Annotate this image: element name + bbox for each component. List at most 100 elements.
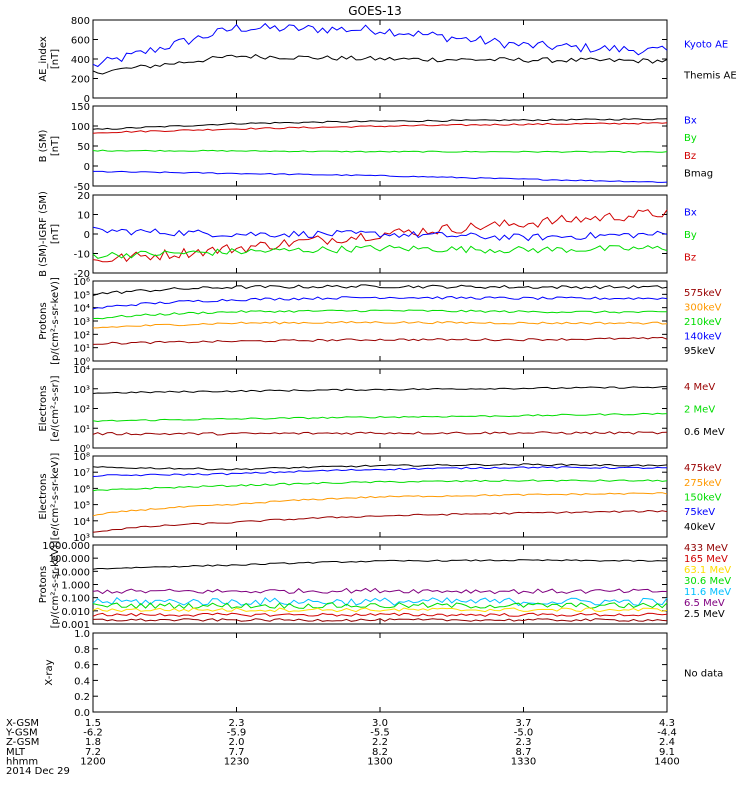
- footer-value: -5.9: [227, 728, 247, 739]
- series-line-63.1-mev: [92, 607, 668, 613]
- y-tick-label: 0: [84, 94, 90, 105]
- legend-entry: 30.6 MeV: [684, 576, 731, 587]
- y-tick-label: 10¹: [73, 344, 90, 355]
- series-line-by: [92, 149, 668, 154]
- y-tick-label: -50: [74, 182, 90, 193]
- footer-value: 2.3: [516, 737, 532, 748]
- y-axis-label: Protons: [38, 566, 49, 603]
- y-axis-label: [p/(cm²-s-sr-keV)]: [50, 541, 61, 629]
- y-axis-label: Electrons: [38, 473, 49, 519]
- legend-entry: Themis AE: [683, 71, 737, 82]
- series-line-0.6-mev: [92, 386, 667, 394]
- y-tick-label: 10²: [73, 330, 90, 341]
- y-tick-label: 0.100: [61, 594, 90, 605]
- y-tick-label: 0.6: [74, 661, 90, 672]
- y-tick-label: 150: [71, 102, 90, 113]
- series-line-95kev: [92, 284, 668, 296]
- y-tick-label: 10³: [73, 533, 90, 544]
- legend-entry: 11.6 MeV: [684, 587, 731, 598]
- panel-frame-protons1: [92, 280, 668, 362]
- y-axis-label: [nT]: [50, 136, 61, 156]
- footer-value: 1200: [80, 756, 105, 767]
- footer-value: 1230: [224, 756, 249, 767]
- footer-value: 2.3: [229, 718, 245, 729]
- series-line-bz: [92, 122, 668, 134]
- footer-value: 2.0: [229, 737, 245, 748]
- legend-entry: 433 MeV: [684, 543, 728, 554]
- series-line-300kev: [93, 320, 668, 329]
- series-line-433-mev: [92, 618, 668, 622]
- legend-entry: By: [684, 133, 697, 144]
- y-axis-label: [nT]: [50, 224, 61, 244]
- chart-title: GOES-13: [348, 4, 402, 18]
- series-line-275kev: [92, 492, 668, 517]
- y-tick-label: 10.000: [55, 567, 90, 578]
- panel-frame-bigrf: [92, 194, 668, 274]
- y-axis-label: X-ray: [44, 659, 55, 685]
- legend-entry: 4 MeV: [684, 382, 715, 393]
- legend-entry: Bx: [684, 115, 697, 126]
- y-tick-label: 10¹: [73, 424, 90, 435]
- y-tick-label: 10³: [73, 317, 90, 328]
- y-tick-label: 0.2: [74, 692, 90, 703]
- footer-value: 8.2: [372, 747, 388, 758]
- footer-date: 2014 Dec 29: [6, 766, 70, 777]
- footer-value: -5.5: [370, 728, 390, 739]
- legend-entry: 575keV: [684, 288, 722, 299]
- legend-entry: 40keV: [684, 522, 715, 533]
- legend-entry: 75keV: [684, 507, 715, 518]
- y-axis-label: AE_index: [38, 36, 49, 82]
- y-tick-label: 10⁶: [73, 484, 90, 495]
- series-line-4-mev: [92, 431, 668, 436]
- series-line-75kev: [92, 466, 668, 477]
- panel-frame-protons2: [92, 544, 668, 625]
- footer-value: 8.7: [516, 747, 532, 758]
- series-line-bx: [93, 170, 668, 183]
- series-line-575kev: [92, 336, 668, 345]
- series-line-by: [92, 244, 668, 259]
- legend-entry: No data: [684, 669, 723, 680]
- series-line-2.5-mev: [92, 559, 668, 570]
- y-tick-label: 0.8: [74, 645, 90, 656]
- series-line-165-mev: [92, 612, 668, 617]
- footer-value: -5.0: [514, 728, 534, 739]
- series-line-40kev: [92, 463, 668, 471]
- footer-value: 4.3: [659, 718, 675, 729]
- y-tick-label: 100.000: [49, 554, 90, 565]
- legend-entry: 475keV: [684, 463, 722, 474]
- series-line-150kev: [92, 479, 668, 492]
- y-tick-label: 10²: [73, 405, 90, 416]
- series-line-210kev: [92, 309, 667, 320]
- y-axis-label: [e/(cm²-s-sr-keV)]: [50, 453, 61, 541]
- y-tick-label: 1.000: [61, 581, 90, 592]
- y-tick-label: 800: [71, 16, 90, 27]
- y-tick-label: 10⁵: [73, 501, 90, 512]
- panel-frame-bsm: [92, 105, 668, 187]
- y-tick-label: 200: [71, 75, 90, 86]
- footer-value: 1.8: [85, 737, 101, 748]
- footer-value: 2.2: [372, 737, 388, 748]
- footer-value: 1330: [511, 756, 536, 767]
- y-tick-label: 10⁰: [73, 357, 90, 368]
- y-axis-label: Electrons: [38, 385, 49, 431]
- series-line-30.6-mev: [92, 602, 668, 610]
- y-tick-label: 10⁴: [73, 517, 90, 528]
- footer-value: 1300: [367, 756, 392, 767]
- footer-row-label: MLT: [6, 747, 26, 758]
- footer-value: 9.1: [659, 747, 675, 758]
- footer-row-label: Z-GSM: [6, 737, 39, 748]
- series-line-bz: [92, 209, 668, 263]
- series-line-themis-ae: [92, 54, 668, 75]
- y-tick-label: 10³: [73, 385, 90, 396]
- legend-entry: 0.6 MeV: [684, 427, 725, 438]
- y-axis-label: [nT]: [50, 49, 61, 69]
- y-tick-label: 0.0: [74, 708, 90, 719]
- series-line-kyoto-ae: [92, 22, 668, 68]
- legend-entry: 300keV: [684, 302, 722, 313]
- y-tick-label: 10: [77, 211, 90, 222]
- y-tick-label: 0.001: [61, 620, 90, 631]
- legend-entry: By: [684, 230, 697, 241]
- legend-entry: 140keV: [684, 332, 722, 343]
- legend-entry: Kyoto AE: [684, 39, 728, 50]
- series-line-140kev: [92, 295, 668, 310]
